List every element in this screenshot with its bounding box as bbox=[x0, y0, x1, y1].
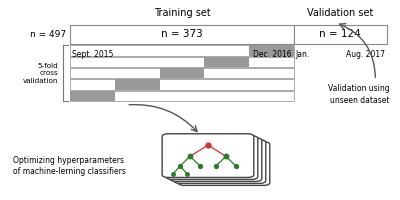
Text: Validation using
unseen dataset: Validation using unseen dataset bbox=[328, 84, 389, 105]
Text: Dec. 2016: Dec. 2016 bbox=[253, 50, 292, 59]
Bar bbox=[294, 25, 386, 44]
Bar bbox=[70, 91, 294, 101]
Bar bbox=[249, 45, 294, 56]
FancyBboxPatch shape bbox=[178, 142, 270, 185]
Bar bbox=[70, 79, 294, 90]
Text: Validation set: Validation set bbox=[307, 8, 373, 18]
Bar bbox=[70, 57, 294, 67]
FancyBboxPatch shape bbox=[170, 138, 262, 181]
Bar bbox=[115, 79, 160, 90]
FancyBboxPatch shape bbox=[162, 134, 254, 177]
FancyBboxPatch shape bbox=[166, 136, 258, 179]
Text: n = 124: n = 124 bbox=[319, 29, 361, 39]
Text: n = 373: n = 373 bbox=[161, 29, 203, 39]
Text: Training set: Training set bbox=[154, 8, 210, 18]
Text: Sept. 2015: Sept. 2015 bbox=[72, 50, 114, 59]
Bar bbox=[70, 68, 294, 78]
Text: 5-fold
cross
validation: 5-fold cross validation bbox=[23, 63, 58, 84]
Text: n = 497: n = 497 bbox=[30, 30, 66, 39]
FancyBboxPatch shape bbox=[174, 140, 266, 183]
Text: Optimizing hyperparameters
of machine-lerning classifiers: Optimizing hyperparameters of machine-le… bbox=[13, 156, 126, 176]
Text: Aug. 2017: Aug. 2017 bbox=[346, 50, 384, 59]
Bar bbox=[70, 91, 115, 101]
Bar bbox=[204, 57, 249, 67]
Bar bbox=[70, 45, 294, 56]
Bar bbox=[160, 68, 204, 78]
Text: Jan.: Jan. bbox=[296, 50, 310, 59]
Bar bbox=[70, 25, 294, 44]
